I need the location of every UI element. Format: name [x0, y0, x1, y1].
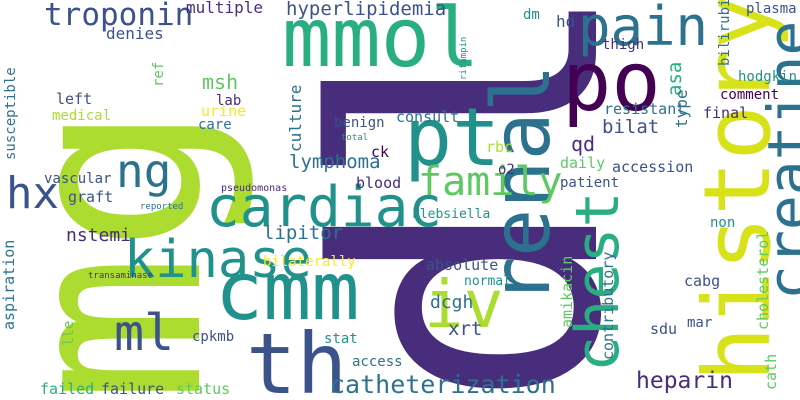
word-cabg: cabg: [684, 272, 721, 290]
word-final: final: [703, 104, 749, 122]
word-chest: chest: [563, 191, 633, 372]
word-graft: graft: [68, 188, 114, 206]
word-iv: iv: [424, 266, 504, 343]
word-cath: cath: [762, 353, 780, 390]
word-pain: pain: [578, 0, 709, 58]
word-klebsiella: klebsiella: [412, 207, 491, 222]
word-benign: benign: [334, 115, 385, 131]
word-pseudomonas: pseudomonas: [221, 183, 288, 194]
word-rbc: rbc: [486, 138, 514, 156]
word-failure: failure: [101, 380, 165, 398]
word-culture: culture: [286, 84, 305, 152]
word-family: family: [418, 159, 563, 205]
word-type: type: [672, 89, 691, 128]
word-mmol: mmol: [282, 0, 480, 86]
word-urine: urine: [201, 102, 247, 120]
word-accession: accession: [612, 158, 694, 176]
word-th: th: [246, 315, 348, 400]
word-denies: denies: [106, 24, 164, 43]
word-care: care: [198, 117, 232, 133]
word-hodgkin: hodgkin: [738, 69, 798, 85]
word-dcgh: dcgh: [430, 292, 474, 313]
word-reported: reported: [140, 202, 184, 212]
word-access: access: [352, 354, 403, 370]
word-left: left: [56, 90, 93, 108]
word-bilaterally: bilaterally: [263, 254, 356, 270]
word-multiple: multiple: [186, 0, 264, 17]
word-normal: normal: [464, 274, 511, 289]
word-rifampin: rifampin: [459, 36, 469, 80]
word-lab: lab: [216, 93, 242, 109]
word-qd: qd: [571, 132, 596, 156]
word-catheterization: catheterization: [330, 370, 556, 399]
word-thigh: thigh: [602, 37, 645, 53]
word-hd: hd: [556, 12, 576, 31]
word-contributory: contributory: [599, 251, 617, 360]
word-medical: medical: [52, 108, 112, 124]
word-transaminase: transaminase: [88, 271, 154, 281]
word-o2: o2: [498, 162, 515, 178]
word-pt: pt: [404, 91, 501, 184]
word-ng: ng: [116, 144, 172, 198]
word-blood: blood: [356, 174, 402, 192]
word-failed: failed: [40, 380, 95, 398]
word-xrt: xrt: [448, 318, 483, 340]
word-vascular: vascular: [44, 171, 112, 187]
word-hyperlipidemia: hyperlipidemia: [286, 0, 447, 20]
word-cmm: cmm: [215, 245, 360, 338]
word-amikacin: amikacin: [558, 255, 576, 328]
word-patient: patient: [560, 175, 620, 191]
word-absolute: absolute: [426, 256, 499, 274]
word-msh: msh: [202, 70, 239, 94]
word-resistant: resistant: [604, 100, 686, 118]
word-lle: lle: [61, 320, 77, 346]
word-cpkmb: cpkmb: [192, 329, 235, 345]
word-troponin: troponin: [44, 0, 194, 33]
word-cardiac: cardiac: [206, 175, 443, 240]
word-lipitor: lipitor: [263, 222, 344, 244]
word-daily: daily: [560, 154, 606, 172]
word-cholesterol: cholesterol: [754, 230, 772, 330]
word-lymphoma: lymphoma: [289, 151, 381, 173]
word-aspiration: aspiration: [0, 239, 18, 330]
word-sdu: sdu: [650, 320, 678, 338]
word-po: po: [562, 35, 661, 130]
word-non: non: [710, 215, 736, 231]
word-dm: dm: [523, 7, 540, 23]
word-susceptible: susceptible: [3, 67, 19, 160]
word-heparin: heparin: [636, 368, 733, 394]
word-bilat: bilat: [602, 116, 660, 138]
word-ref: ref: [151, 61, 167, 87]
word-ml: ml: [114, 304, 175, 362]
word-ck: ck: [371, 143, 390, 161]
word-kinase: kinase: [124, 230, 312, 290]
word-bilirubin: bilirubin: [717, 0, 733, 66]
word-plasma: plasma: [746, 1, 797, 17]
word-comment: comment: [720, 87, 780, 103]
word-consult: consult: [396, 108, 460, 126]
word-total: total: [341, 133, 369, 143]
word-hx: hx: [6, 168, 59, 219]
word-mar: mar: [687, 315, 713, 331]
word-status: status: [176, 380, 231, 398]
word-nstemi: nstemi: [66, 225, 132, 246]
word-stat: stat: [324, 331, 358, 347]
